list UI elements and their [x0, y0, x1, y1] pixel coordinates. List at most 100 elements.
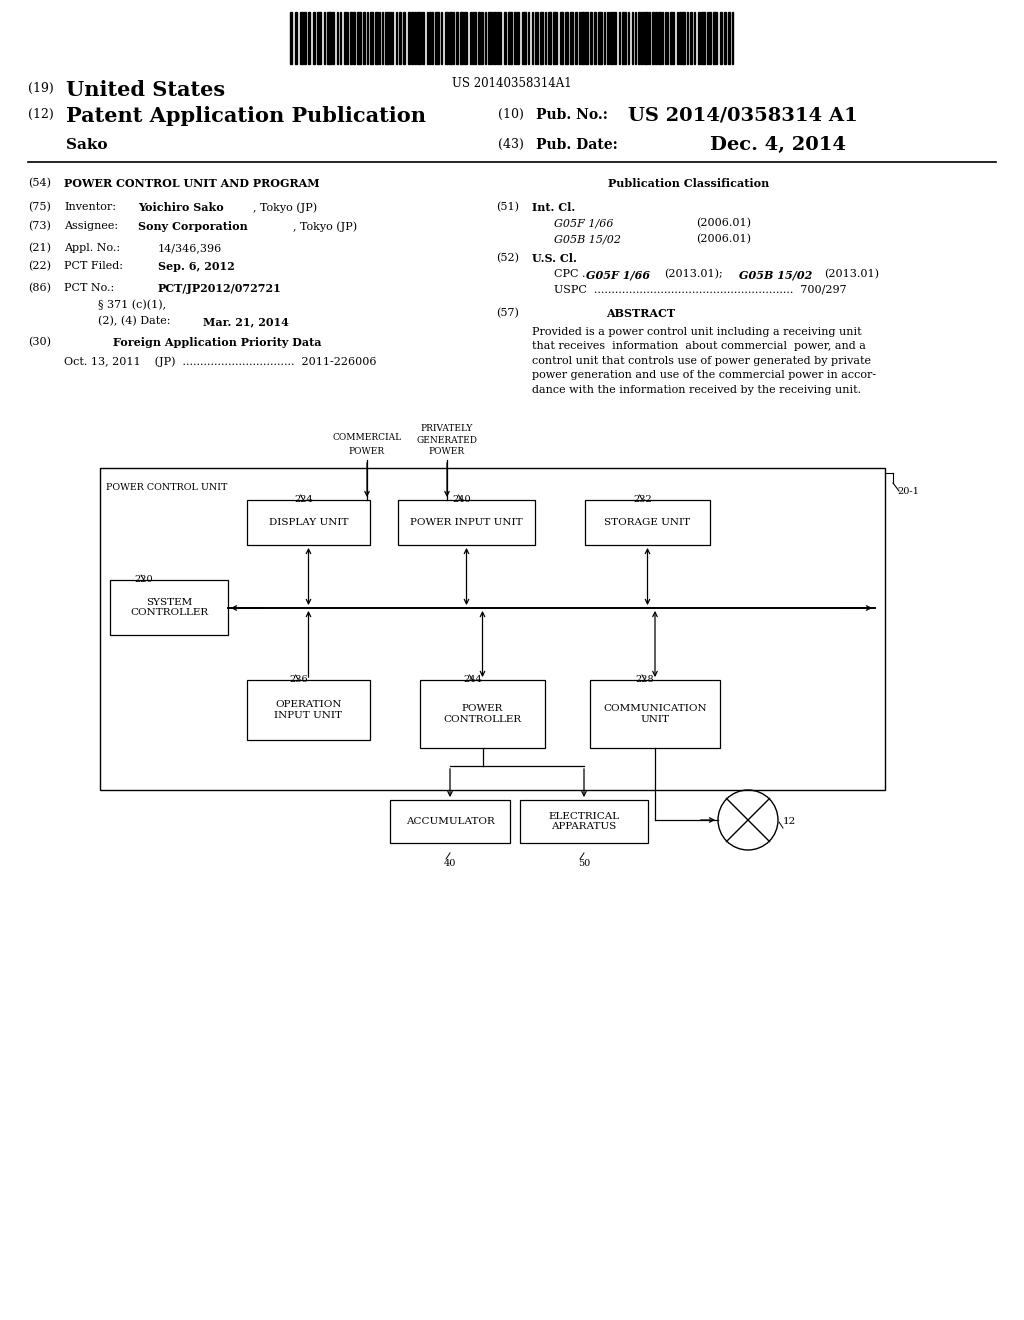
Text: (2006.01): (2006.01)	[696, 234, 751, 244]
Text: POWER: POWER	[349, 447, 385, 455]
Text: 228: 228	[636, 675, 654, 684]
Text: (2013.01): (2013.01)	[824, 269, 879, 280]
Bar	[560, 12, 563, 63]
Text: Appl. No.:: Appl. No.:	[63, 243, 120, 253]
Bar	[701, 12, 705, 63]
Text: (19): (19)	[28, 82, 53, 95]
Bar	[362, 12, 365, 63]
Bar	[308, 12, 310, 63]
Bar	[598, 12, 602, 63]
Text: ACCUMULATOR: ACCUMULATOR	[406, 817, 495, 826]
Bar	[594, 12, 596, 63]
Bar	[658, 12, 662, 63]
Bar	[411, 12, 413, 63]
Bar	[327, 12, 331, 63]
Bar	[679, 12, 681, 63]
Bar	[575, 12, 577, 63]
Bar	[100, 469, 885, 789]
Bar	[652, 12, 654, 63]
Bar	[313, 12, 315, 63]
Bar	[590, 680, 720, 748]
Bar	[300, 12, 303, 63]
Bar	[474, 12, 476, 63]
Text: § 371 (c)(1),: § 371 (c)(1),	[98, 300, 166, 310]
Bar	[357, 12, 361, 63]
Bar	[317, 12, 321, 63]
Text: (12): (12)	[28, 108, 53, 121]
Text: Foreign Application Priority Data: Foreign Application Priority Data	[113, 337, 322, 348]
Bar	[390, 800, 510, 843]
Bar	[638, 12, 640, 63]
Text: COMMERCIAL: COMMERCIAL	[333, 433, 401, 442]
Bar	[304, 12, 306, 63]
Text: 20-1: 20-1	[897, 487, 919, 496]
Bar	[429, 12, 431, 63]
Bar	[614, 12, 616, 63]
Text: Provided is a power control unit including a receiving unit
that receives  infor: Provided is a power control unit includi…	[532, 327, 877, 395]
Text: STORAGE UNIT: STORAGE UNIT	[604, 517, 690, 527]
Bar	[585, 500, 710, 545]
Bar	[682, 12, 685, 63]
Bar	[709, 12, 711, 63]
Text: US 20140358314A1: US 20140358314A1	[453, 77, 571, 90]
Bar	[698, 12, 700, 63]
Bar	[514, 12, 516, 63]
Bar	[488, 12, 490, 63]
Bar	[445, 12, 449, 63]
Text: SYSTEM
CONTROLLER: SYSTEM CONTROLLER	[130, 598, 208, 618]
Text: (30): (30)	[28, 337, 51, 347]
Text: OPERATION
INPUT UNIT: OPERATION INPUT UNIT	[274, 701, 342, 719]
Bar	[247, 500, 370, 545]
Bar	[522, 12, 526, 63]
Text: Pub. Date:: Pub. Date:	[536, 139, 617, 152]
Bar	[408, 12, 410, 63]
Text: (2013.01);: (2013.01);	[664, 269, 723, 280]
Bar	[724, 12, 726, 63]
Text: (22): (22)	[28, 261, 51, 272]
Bar	[399, 12, 401, 63]
Text: (2), (4) Date:: (2), (4) Date:	[98, 315, 171, 326]
Text: , Tokyo (JP): , Tokyo (JP)	[293, 220, 357, 231]
Bar	[464, 12, 467, 63]
Text: ELECTRICAL
APPARATUS: ELECTRICAL APPARATUS	[549, 812, 620, 832]
Text: G05B 15/02: G05B 15/02	[739, 269, 812, 280]
Bar	[435, 12, 439, 63]
Text: 50: 50	[578, 859, 590, 869]
Text: POWER INPUT UNIT: POWER INPUT UNIT	[411, 517, 523, 527]
Bar	[417, 12, 421, 63]
Bar	[385, 12, 389, 63]
Text: G05F 1/66: G05F 1/66	[586, 269, 650, 280]
Text: 220: 220	[135, 576, 154, 583]
Text: , Tokyo (JP): , Tokyo (JP)	[253, 202, 317, 213]
Bar	[644, 12, 648, 63]
Text: (86): (86)	[28, 282, 51, 293]
Bar	[295, 12, 297, 63]
Bar	[494, 12, 496, 63]
Text: (75): (75)	[28, 202, 51, 213]
Text: Mar. 21, 2014: Mar. 21, 2014	[203, 315, 289, 327]
Text: 232: 232	[633, 495, 652, 504]
Text: POWER: POWER	[429, 447, 465, 455]
Bar	[460, 12, 463, 63]
Text: PRIVATELY: PRIVATELY	[421, 424, 473, 433]
Bar	[565, 12, 568, 63]
Text: U.S. Cl.: U.S. Cl.	[532, 253, 577, 264]
Text: Assignee:: Assignee:	[63, 220, 118, 231]
Bar	[398, 500, 535, 545]
Text: (52): (52)	[496, 253, 519, 263]
Bar	[350, 12, 352, 63]
Text: Patent Application Publication: Patent Application Publication	[66, 106, 426, 125]
Text: GENERATED: GENERATED	[417, 436, 477, 445]
Text: (73): (73)	[28, 220, 51, 231]
Text: 240: 240	[453, 495, 471, 504]
Text: (51): (51)	[496, 202, 519, 213]
Text: PCT/JP2012/072721: PCT/JP2012/072721	[158, 282, 282, 294]
Bar	[332, 12, 334, 63]
Text: COMMUNICATION
UNIT: COMMUNICATION UNIT	[603, 705, 707, 723]
Bar	[344, 12, 346, 63]
Text: USPC  .........................................................  700/297: USPC ...................................…	[554, 285, 847, 294]
Text: Inventor:: Inventor:	[63, 202, 116, 213]
Text: Sony Corporation: Sony Corporation	[138, 220, 248, 232]
Bar	[611, 12, 613, 63]
Text: (57): (57)	[496, 308, 519, 318]
